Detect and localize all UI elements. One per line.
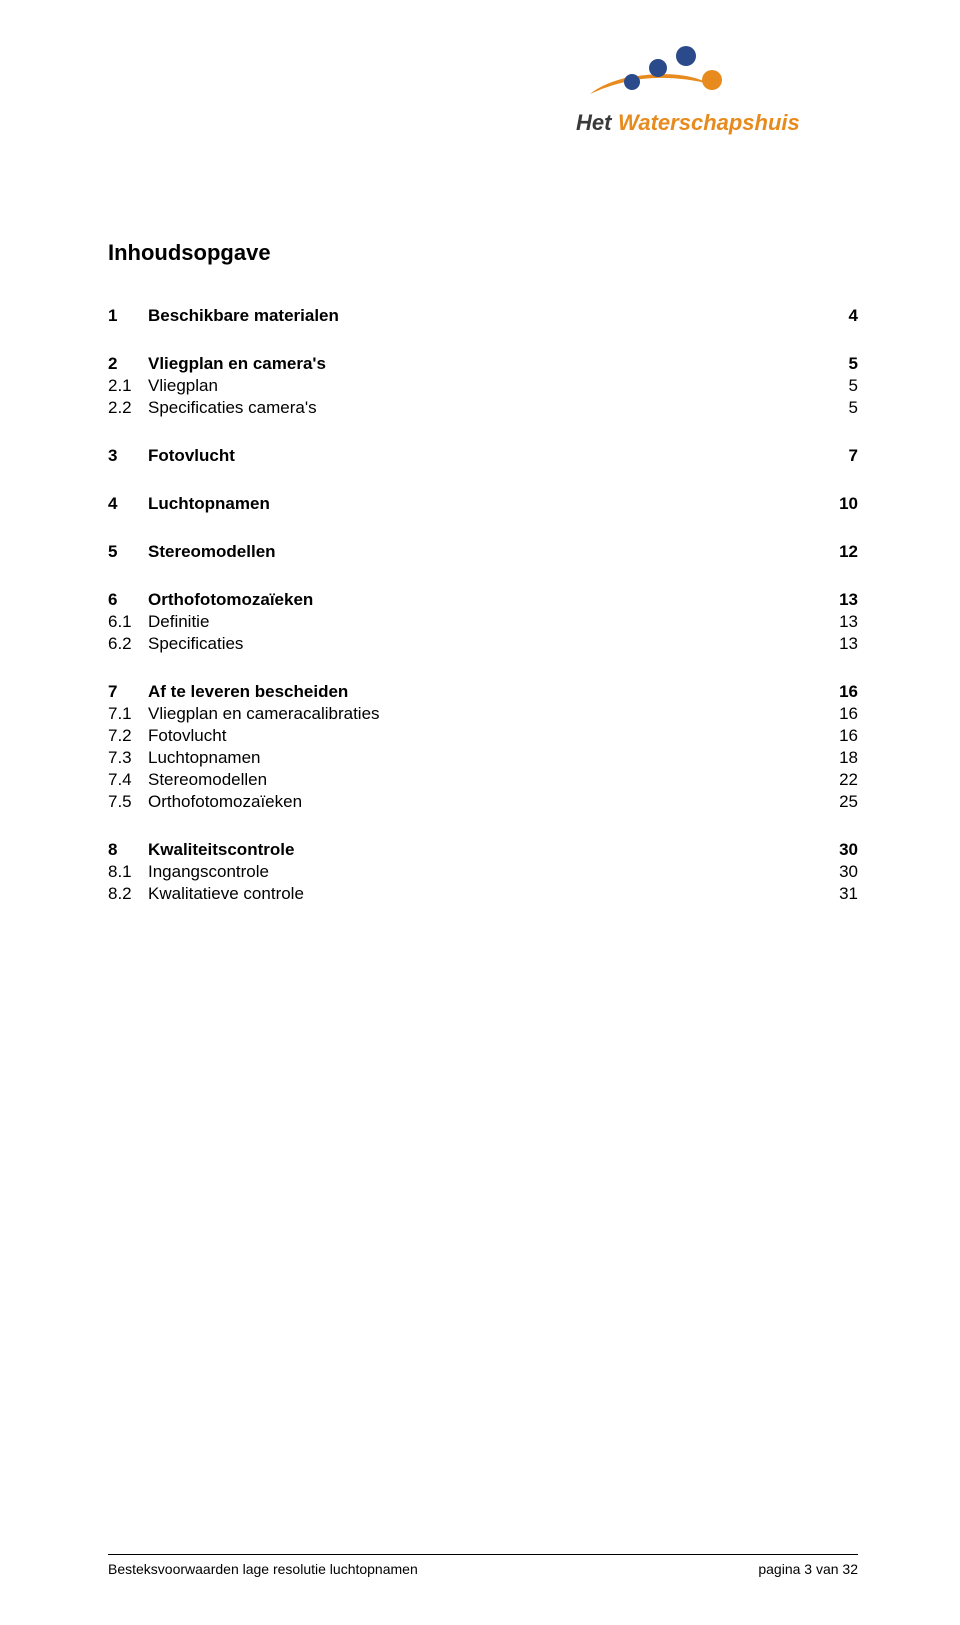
toc-entry-number: 5 bbox=[108, 542, 148, 562]
toc-row: 7.1Vliegplan en cameracalibraties16 bbox=[108, 704, 858, 724]
toc-row: 4Luchtopnamen10 bbox=[108, 494, 858, 514]
toc-row: 7.2Fotovlucht16 bbox=[108, 726, 858, 746]
toc-entry-label: Kwaliteitscontrole bbox=[148, 840, 818, 860]
toc-entry-label: Stereomodellen bbox=[148, 770, 818, 790]
toc-entry-label: Vliegplan bbox=[148, 376, 818, 396]
toc-entry-page: 12 bbox=[818, 542, 858, 562]
toc-entry-number: 4 bbox=[108, 494, 148, 514]
toc-entry-label: Kwalitatieve controle bbox=[148, 884, 818, 904]
toc-entry-number: 7 bbox=[108, 682, 148, 702]
toc-entry-label: Definitie bbox=[148, 612, 818, 632]
toc-row: 6.1Definitie13 bbox=[108, 612, 858, 632]
toc-entry-number: 6 bbox=[108, 590, 148, 610]
toc-entry-number: 6.2 bbox=[108, 634, 148, 654]
toc-row: 6Orthofotomozaïeken13 bbox=[108, 590, 858, 610]
toc-entry-page: 5 bbox=[818, 376, 858, 396]
toc-entry-number: 8.1 bbox=[108, 862, 148, 882]
logo-wordmark-main: Waterschapshuis bbox=[618, 110, 800, 135]
toc-entry-label: Stereomodellen bbox=[148, 542, 818, 562]
toc-entry-page: 16 bbox=[818, 682, 858, 702]
logo-dot-2 bbox=[649, 59, 667, 77]
toc-entry-label: Vliegplan en cameracalibraties bbox=[148, 704, 818, 724]
toc-entry-label: Specificaties camera's bbox=[148, 398, 818, 418]
content-area: Inhoudsopgave 1Beschikbare materialen42V… bbox=[108, 240, 858, 904]
toc-row: 5Stereomodellen12 bbox=[108, 542, 858, 562]
table-of-contents: 1Beschikbare materialen42Vliegplan en ca… bbox=[108, 306, 858, 904]
brand-logo: Het Waterschapshuis bbox=[570, 38, 890, 153]
toc-entry-page: 7 bbox=[818, 446, 858, 466]
toc-entry-number: 8 bbox=[108, 840, 148, 860]
toc-entry-page: 22 bbox=[818, 770, 858, 790]
toc-entry-number: 1 bbox=[108, 306, 148, 326]
toc-entry-number: 2.2 bbox=[108, 398, 148, 418]
toc-row: 7.5Orthofotomozaïeken25 bbox=[108, 792, 858, 812]
toc-entry-label: Specificaties bbox=[148, 634, 818, 654]
toc-entry-page: 10 bbox=[818, 494, 858, 514]
logo-dot-1 bbox=[624, 74, 640, 90]
toc-entry-number: 2 bbox=[108, 354, 148, 374]
toc-entry-label: Af te leveren bescheiden bbox=[148, 682, 818, 702]
toc-entry-page: 25 bbox=[818, 792, 858, 812]
toc-row: 8Kwaliteitscontrole30 bbox=[108, 840, 858, 860]
toc-entry-number: 2.1 bbox=[108, 376, 148, 396]
page-title: Inhoudsopgave bbox=[108, 240, 858, 266]
toc-entry-label: Beschikbare materialen bbox=[148, 306, 818, 326]
toc-entry-number: 7.1 bbox=[108, 704, 148, 724]
toc-entry-label: Fotovlucht bbox=[148, 446, 818, 466]
logo-wordmark-prefix: Het bbox=[576, 110, 613, 135]
toc-entry-label: Orthofotomozaïeken bbox=[148, 792, 818, 812]
toc-entry-number: 8.2 bbox=[108, 884, 148, 904]
toc-entry-page: 5 bbox=[818, 398, 858, 418]
toc-row: 6.2Specificaties13 bbox=[108, 634, 858, 654]
toc-entry-number: 7.4 bbox=[108, 770, 148, 790]
page-footer: Besteksvoorwaarden lage resolutie luchto… bbox=[108, 1554, 858, 1577]
toc-entry-label: Fotovlucht bbox=[148, 726, 818, 746]
toc-entry-label: Orthofotomozaïeken bbox=[148, 590, 818, 610]
toc-row: 2.1Vliegplan5 bbox=[108, 376, 858, 396]
logo-svg: Het Waterschapshuis bbox=[570, 38, 890, 148]
toc-row: 7.3Luchtopnamen18 bbox=[108, 748, 858, 768]
toc-row: 2.2Specificaties camera's5 bbox=[108, 398, 858, 418]
toc-entry-number: 7.3 bbox=[108, 748, 148, 768]
toc-row: 7Af te leveren bescheiden16 bbox=[108, 682, 858, 702]
toc-entry-number: 7.2 bbox=[108, 726, 148, 746]
toc-entry-label: Luchtopnamen bbox=[148, 494, 818, 514]
toc-row: 8.2Kwalitatieve controle31 bbox=[108, 884, 858, 904]
toc-entry-page: 30 bbox=[818, 862, 858, 882]
toc-entry-page: 30 bbox=[818, 840, 858, 860]
toc-entry-number: 7.5 bbox=[108, 792, 148, 812]
toc-entry-label: Luchtopnamen bbox=[148, 748, 818, 768]
logo-dot-4 bbox=[702, 70, 722, 90]
toc-entry-page: 31 bbox=[818, 884, 858, 904]
toc-row: 2Vliegplan en camera's5 bbox=[108, 354, 858, 374]
toc-entry-page: 13 bbox=[818, 612, 858, 632]
toc-row: 8.1Ingangscontrole30 bbox=[108, 862, 858, 882]
toc-entry-number: 3 bbox=[108, 446, 148, 466]
logo-dot-3 bbox=[676, 46, 696, 66]
toc-entry-page: 16 bbox=[818, 704, 858, 724]
toc-row: 1Beschikbare materialen4 bbox=[108, 306, 858, 326]
footer-left: Besteksvoorwaarden lage resolutie luchto… bbox=[108, 1561, 418, 1577]
toc-entry-number: 6.1 bbox=[108, 612, 148, 632]
toc-entry-page: 16 bbox=[818, 726, 858, 746]
toc-entry-page: 13 bbox=[818, 590, 858, 610]
toc-entry-label: Ingangscontrole bbox=[148, 862, 818, 882]
toc-entry-page: 5 bbox=[818, 354, 858, 374]
toc-entry-page: 18 bbox=[818, 748, 858, 768]
toc-entry-page: 13 bbox=[818, 634, 858, 654]
footer-right: pagina 3 van 32 bbox=[758, 1561, 858, 1577]
toc-entry-label: Vliegplan en camera's bbox=[148, 354, 818, 374]
toc-row: 3Fotovlucht7 bbox=[108, 446, 858, 466]
toc-row: 7.4Stereomodellen22 bbox=[108, 770, 858, 790]
logo-swoosh bbox=[590, 74, 710, 94]
toc-entry-page: 4 bbox=[818, 306, 858, 326]
